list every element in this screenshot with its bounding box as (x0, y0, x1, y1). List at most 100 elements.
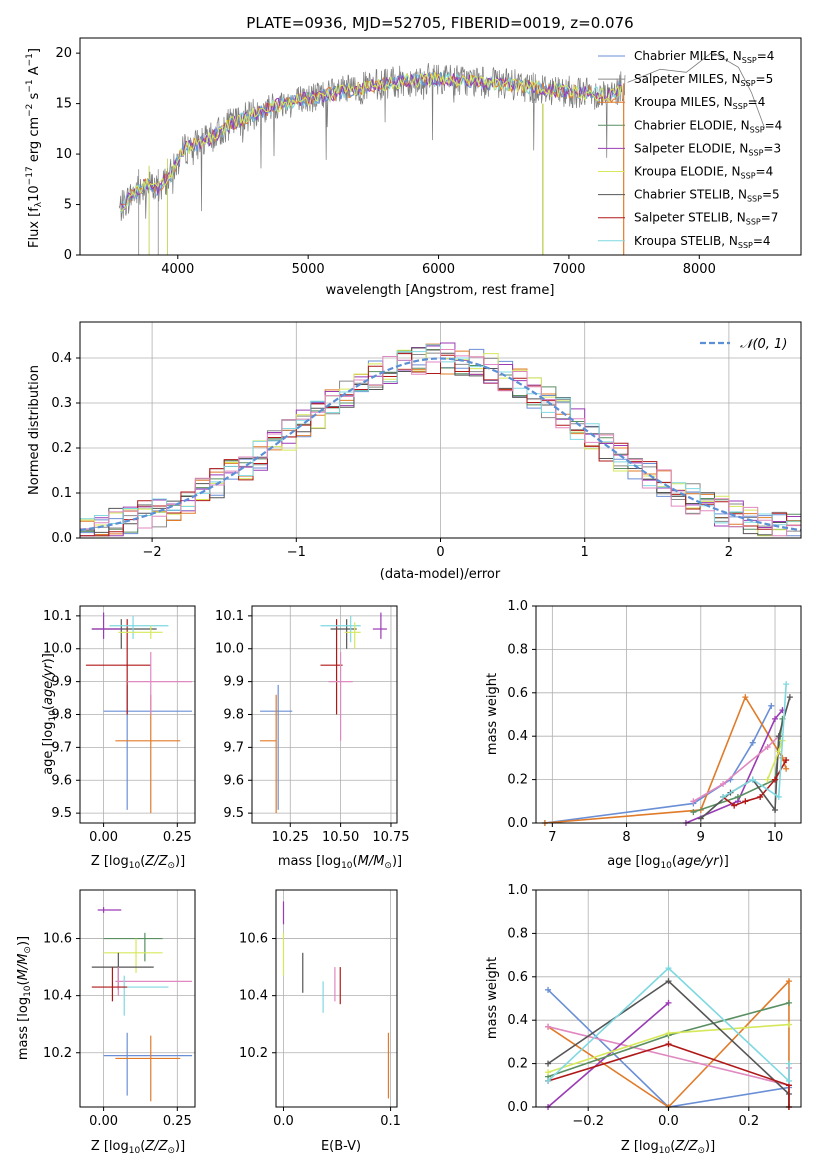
p5-ytick-label: 0.0 (507, 816, 528, 831)
p8-xtick-label: −0.2 (572, 1114, 604, 1129)
residual-xtick-label: 2 (725, 545, 733, 560)
p4-xtick-label: 10.75 (372, 830, 409, 845)
p6-xtick-label: 0.00 (89, 1114, 118, 1129)
mw-age-line-salpeter_stelib (722, 759, 787, 807)
p4-ytick-label: 9.9 (223, 675, 244, 690)
mw-z-marker (545, 1069, 552, 1076)
mw-age-line-kroupa_miles (544, 695, 787, 824)
residual-xtick-label: −1 (287, 545, 306, 560)
mw-age-ylabel: mass weight (485, 673, 500, 755)
p6-xtick-label: 0.25 (163, 1114, 192, 1129)
legend-label-salpeter_stelib: Salpeter STELIB, NSSP=7 (634, 211, 778, 227)
spectrum-ytick-label: 5 (64, 198, 72, 213)
spectrum-ytick-label: 15 (55, 97, 72, 112)
mw-z-xlabel: Z [log10(Z/Z⊙)] (621, 1139, 715, 1156)
massweight-vs-z-panel: −0.2 0.0 0.2 0.0 0.2 0.4 0.6 0.8 1.0 (507, 883, 802, 1129)
legend-label-kroupa_stelib: Kroupa STELIB, NSSP=4 (634, 234, 771, 250)
mw-age-line-pink (692, 735, 780, 802)
mw-z-marker (785, 1077, 792, 1084)
mw-age-marker (783, 681, 790, 688)
residual-xlabel: (data-model)/error (380, 567, 501, 582)
legend-label-salpeter_elodie: Salpeter ELODIE, NSSP=3 (634, 141, 781, 157)
p5-xtick-label: 8 (622, 830, 630, 845)
mw-age-xlabel: age [log10(age/yr)] (607, 854, 729, 871)
age-mass-xlabel: mass [log10(M/M⊙)] (278, 854, 402, 871)
age-z-ylabel: age [log10(age/yr)] (41, 653, 58, 775)
p6-data (91, 907, 193, 1102)
p3-ytick-label: 9.8 (51, 708, 72, 723)
p7-xtick-label: 0.0 (273, 1114, 294, 1129)
mw-age-marker (775, 748, 782, 755)
mw-z-ylabel: mass weight (485, 957, 500, 1039)
p5-xtick-label: 9 (697, 830, 705, 845)
figure-title: PLATE=0936, MJD=52705, FIBERID=0019, z=0… (246, 14, 633, 32)
mw-z-marker (545, 1060, 552, 1067)
mw-age-marker (772, 776, 779, 783)
spectrum-ytick-label: 10 (55, 147, 72, 162)
residual-hist-pink (80, 349, 801, 537)
mw-age-marker (690, 809, 697, 816)
gauss-curve (79, 357, 802, 532)
mw-age-marker (749, 776, 756, 783)
spectrum-xtick-label: 8000 (683, 262, 716, 277)
p4-ytick-label: 9.6 (223, 773, 244, 788)
p6-frame (79, 889, 196, 1108)
mw-z-marker (785, 999, 792, 1006)
spectrum-xtick-label: 5000 (292, 262, 325, 277)
p5-xtick-label: 7 (548, 830, 556, 845)
p8-ytick-label: 0.8 (507, 926, 528, 941)
residual-xtick-label: −2 (143, 545, 162, 560)
residual-legend: 𝒩(0, 1) (700, 337, 787, 352)
mw-age-marker (742, 694, 749, 701)
residual-ytick-label: 0.3 (51, 396, 72, 411)
mw-age-marker (786, 694, 793, 701)
spectrum-xtick-label: 4000 (161, 262, 194, 277)
mw-age-marker (772, 806, 779, 813)
p7-ytick-label: 10.6 (239, 932, 268, 947)
mass-z-ylabel: mass [log10(M/M⊙)] (16, 936, 33, 1060)
residual-xtick-label: 0 (436, 545, 444, 560)
p4-ytick-label: 9.5 (223, 806, 244, 821)
residual-ylabel: Normed distribution (27, 365, 42, 495)
p8-ytick-label: 1.0 (507, 883, 528, 898)
p8-ytick-label: 0.6 (507, 970, 528, 985)
spectrum-xtick-label: 6000 (422, 262, 455, 277)
spectrum-panel: 4000 5000 6000 7000 8000 0 5 10 15 20 wavelength … (25, 37, 802, 298)
mass-z-xlabel: Z [log10(Z/Z⊙)] (91, 1139, 185, 1156)
mw-age-marker (772, 715, 779, 722)
mass-ebv-xlabel: E(B-V) (321, 1139, 361, 1154)
spectrum-legend: Chabrier MILES, NSSP=4 Salpeter MILES, NS… (598, 49, 782, 250)
residual-panel: −2 −1 0 1 2 0.0 0.1 0.2 0.3 0.4 (data-model)/erro… (27, 321, 802, 582)
mw-age-marker (720, 793, 727, 800)
p5-ytick-label: 0.6 (507, 686, 528, 701)
spectrum-ytick-label: 20 (55, 46, 72, 61)
mw-age-marker (749, 739, 756, 746)
p5-xtick-label: 10 (767, 830, 784, 845)
p3-ytick-label: 9.5 (51, 806, 72, 821)
mw-age-marker (768, 702, 775, 709)
mw-age-marker (757, 793, 764, 800)
mw-z-marker (665, 978, 672, 985)
p8-data (545, 965, 792, 1110)
mw-age-marker (720, 780, 727, 787)
spectrum-ytick-label: 0 (64, 248, 72, 263)
spectrum-xtick-label: 7000 (552, 262, 585, 277)
p5-ytick-label: 0.2 (507, 773, 528, 788)
p3-xtick-label: 0.00 (89, 830, 118, 845)
p7-data (282, 901, 390, 1099)
mw-z-line-kroupa_stelib (547, 967, 790, 1083)
p5-ytick-label: 0.4 (507, 729, 528, 744)
mw-z-line-kroupa_miles (547, 979, 790, 1109)
mw-z-marker (665, 1041, 672, 1048)
p5-ytick-label: 0.8 (507, 642, 528, 657)
residual-ytick-label: 0.1 (51, 486, 72, 501)
model-spectrum (120, 71, 622, 212)
spectrum-xlabel: wavelength [Angstrom, rest frame] (326, 283, 555, 298)
mw-age-marker (690, 798, 697, 805)
spectrum-ylabel: Flux [fλ10−17 erg cm−2 s−1 A−1] (25, 48, 44, 248)
legend-label-kroupa_miles: Kroupa MILES, NSSP=4 (634, 95, 765, 111)
mw-age-marker (783, 765, 790, 772)
age-vs-mass-panel: 10.25 10.50 10.75 9.5 9.6 9.7 9.8 9.9 10.0 10.1 (215, 605, 410, 845)
p4-xtick-label: 10.25 (272, 830, 309, 845)
